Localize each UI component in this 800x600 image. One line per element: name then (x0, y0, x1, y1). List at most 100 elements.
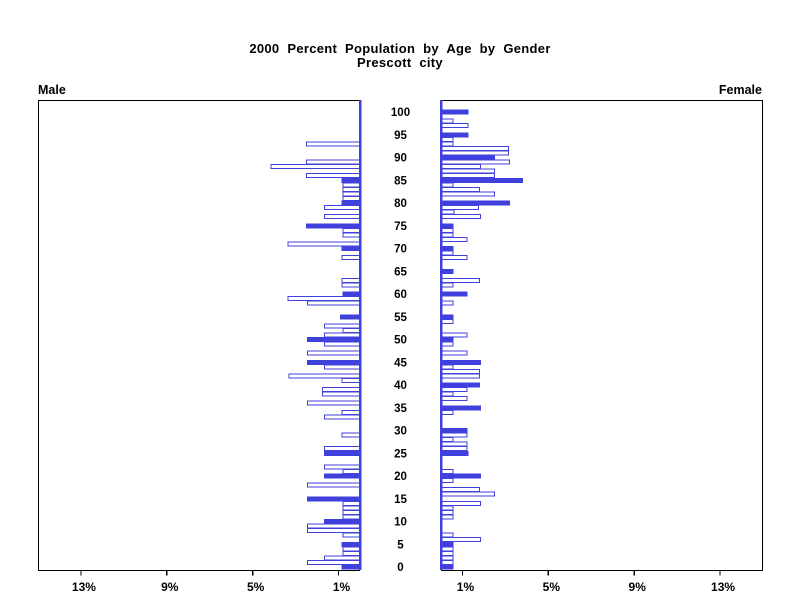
bar-male-age-52 (342, 327, 361, 333)
bar-male-age-5 (341, 541, 361, 547)
bar-male-age-21 (342, 468, 361, 474)
bar-male-age-81 (342, 195, 361, 201)
bar-female-age-4 (440, 546, 454, 552)
bar-female-age-50 (440, 337, 454, 342)
bar-male-age-42 (288, 373, 361, 379)
bar-male-age-13 (342, 505, 361, 511)
right-axis-tick-label: 1% (457, 580, 475, 594)
bar-female-age-73 (440, 232, 454, 238)
bar-male-age-4 (342, 546, 361, 552)
bar-male-age-11 (342, 514, 361, 520)
bar-male-age-26 (324, 446, 361, 452)
age-label: 45 (394, 357, 407, 369)
bar-female-age-2 (440, 555, 454, 561)
bar-male-age-74 (342, 227, 361, 233)
bar-female-age-86 (440, 173, 496, 179)
bar-female-age-92 (440, 145, 510, 151)
bar-male-age-18 (306, 482, 361, 488)
bar-male-age-86 (305, 173, 361, 179)
bar-male-age-1 (306, 559, 361, 565)
right-axis-tick-label: 9% (629, 580, 647, 594)
bar-female-age-70 (440, 246, 454, 251)
bar-female-age-30 (440, 428, 468, 433)
bar-female-age-13 (440, 505, 454, 511)
bar-male-age-59 (287, 296, 361, 302)
bar-female-age-28 (440, 437, 454, 443)
bar-female-age-45 (440, 359, 482, 365)
bar-female-age-94 (440, 136, 454, 142)
left-panel-header: Male (38, 83, 66, 97)
bar-female-age-1 (440, 559, 454, 565)
bar-female-age-29 (440, 432, 468, 438)
bar-male-age-0 (341, 564, 361, 570)
bar-female-age-39 (440, 387, 468, 393)
bar-male-age-88 (270, 164, 361, 170)
age-label: 95 (394, 130, 407, 142)
bar-female-age-19 (440, 478, 454, 484)
bar-female-age-26 (440, 446, 468, 452)
bar-female-age-90 (440, 155, 496, 160)
age-label: 5 (397, 539, 404, 551)
bar-male-age-25 (324, 450, 361, 456)
age-label: 40 (394, 380, 407, 392)
bar-male-age-68 (341, 255, 361, 261)
bar-female-age-12 (440, 509, 454, 515)
bar-male-age-51 (324, 332, 361, 338)
bar-female-age-84 (440, 182, 454, 188)
bar-male-age-3 (342, 550, 361, 556)
bar-male-age-45 (306, 359, 361, 365)
age-label: 35 (394, 403, 407, 415)
bar-male-age-10 (324, 519, 361, 524)
bar-male-age-85 (341, 177, 361, 183)
bar-female-age-43 (440, 368, 481, 374)
bar-female-age-74 (440, 227, 454, 233)
left-axis-tick-label: 13% (72, 580, 96, 594)
bar-male-age-38 (321, 391, 361, 397)
age-label: 80 (394, 198, 407, 210)
bar-male-age-39 (321, 387, 361, 393)
chart-subtitle: Prescott city (357, 55, 443, 70)
bar-male-age-22 (324, 464, 361, 470)
bar-female-age-88 (440, 164, 482, 170)
bar-male-age-84 (342, 182, 361, 188)
age-label: 75 (394, 221, 407, 233)
bar-male-age-63 (341, 277, 361, 283)
bar-male-age-83 (342, 186, 361, 192)
bar-male-age-58 (306, 300, 361, 306)
bar-female-age-14 (440, 500, 482, 506)
bar-male-age-55 (340, 314, 361, 320)
bar-male-age-33 (324, 414, 361, 420)
bar-female-age-51 (440, 332, 468, 338)
bar-female-age-27 (440, 441, 468, 447)
bar-female-age-97 (440, 123, 469, 129)
bar-male-age-73 (342, 232, 361, 238)
bar-female-age-77 (440, 214, 482, 220)
age-label: 90 (394, 153, 407, 165)
bar-female-age-25 (440, 450, 469, 456)
bar-female-age-20 (440, 473, 482, 479)
bar-female-age-17 (440, 487, 481, 493)
bar-female-age-91 (440, 150, 510, 156)
bar-female-age-62 (440, 282, 454, 288)
age-label: 85 (394, 175, 407, 187)
bar-female-age-75 (440, 223, 454, 229)
bar-male-age-7 (342, 532, 361, 538)
bar-male-age-34 (341, 409, 361, 415)
bar-female-age-37 (440, 396, 468, 402)
bar-female-age-87 (440, 168, 496, 174)
bar-male-age-60 (342, 291, 361, 297)
bar-male-age-8 (306, 528, 361, 534)
bar-female-age-49 (440, 341, 454, 347)
bar-male-age-79 (324, 205, 361, 211)
bar-female-age-89 (440, 159, 511, 165)
bar-female-age-82 (440, 191, 496, 197)
age-label: 15 (394, 494, 407, 506)
bar-male-age-14 (342, 500, 361, 506)
bar-female-age-63 (440, 277, 481, 283)
bar-female-age-98 (440, 118, 454, 124)
bar-male-age-9 (306, 523, 361, 529)
left-panel-frame (37, 99, 360, 572)
bar-female-age-21 (440, 468, 454, 474)
bar-male-age-49 (324, 341, 361, 347)
